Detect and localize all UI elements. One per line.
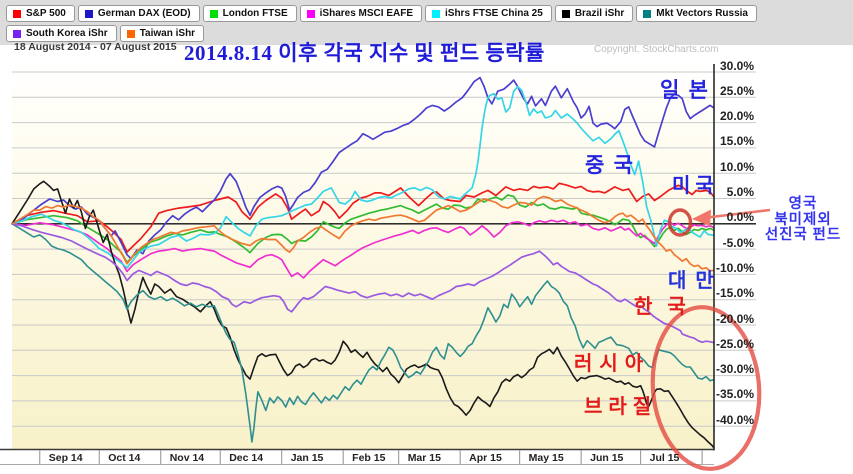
series-south-korea-ishr bbox=[11, 222, 715, 344]
chart-title: 2014.8.14 이후 각국 지수 및 펀드 등락률 bbox=[184, 41, 545, 65]
y-tick-label: 20.0% bbox=[719, 109, 754, 124]
legend-color-swatch bbox=[306, 9, 315, 18]
highlight-circle bbox=[667, 208, 693, 237]
legend-item-label: German DAX (EOD) bbox=[97, 8, 191, 19]
x-tick-label: Jul 15 bbox=[649, 452, 680, 464]
series-ishrs-ftse-china-25 bbox=[11, 85, 715, 269]
y-tick-label: 0.0% bbox=[726, 210, 754, 225]
series-taiwan-ishr bbox=[11, 195, 715, 272]
x-tick-label: May 15 bbox=[528, 452, 564, 464]
legend-row-2: South Korea iShr Taiwan iShr bbox=[6, 25, 205, 42]
x-tick-label: Nov 14 bbox=[169, 452, 205, 464]
legend-item-label: Taiwan iShr bbox=[139, 28, 196, 39]
legend-item-german-dax-eod-[interactable]: German DAX (EOD) bbox=[77, 5, 200, 22]
y-tick-label: 5.0% bbox=[726, 185, 754, 199]
legend-item-label: iShares MSCI EAFE bbox=[319, 8, 413, 19]
legend-color-swatch bbox=[432, 9, 440, 18]
legend-bar: S&P 500 German DAX (EOD) London FTSE iShare… bbox=[0, 0, 853, 45]
callout-text-line: 영국 bbox=[788, 196, 818, 212]
callout-arrow-head bbox=[692, 209, 711, 226]
y-tick-label: 10.0% bbox=[719, 159, 754, 174]
country-annotation: 미 국 bbox=[672, 175, 714, 197]
y-tick-label: -15.0% bbox=[715, 286, 754, 301]
country-annotation: 일 본 bbox=[660, 78, 710, 102]
legend-item-label: S&P 500 bbox=[26, 8, 66, 19]
callout-text-line: 선진국 펀드 bbox=[764, 227, 842, 243]
x-tick-label: Mar 15 bbox=[407, 452, 441, 464]
x-tick-label: Oct 14 bbox=[108, 452, 141, 464]
callout-arrow-shaft bbox=[706, 208, 771, 219]
legend-item-s-p-500[interactable]: S&P 500 bbox=[6, 5, 75, 22]
y-tick-label: 15.0% bbox=[719, 134, 754, 149]
legend-color-swatch bbox=[126, 29, 135, 38]
highlight-ellipse bbox=[650, 305, 762, 471]
legend-color-swatch bbox=[643, 9, 652, 18]
series-london-ftse bbox=[11, 194, 715, 264]
y-tick-label: 25.0% bbox=[719, 83, 754, 98]
legend-item-taiwan-ishr[interactable]: Taiwan iShr bbox=[119, 25, 205, 42]
callout-text-line: 북미제외 bbox=[774, 211, 832, 228]
y-tick-label: 30.0% bbox=[719, 58, 754, 73]
x-tick-label: Apr 15 bbox=[469, 452, 502, 464]
legend-item-south-korea-ishr[interactable]: South Korea iShr bbox=[6, 25, 117, 42]
series-ishares-msci-eafe bbox=[11, 219, 715, 279]
y-tick-label: -35.0% bbox=[715, 387, 754, 402]
x-tick-label: Jun 15 bbox=[590, 452, 624, 464]
y-tick-label: -10.0% bbox=[715, 260, 754, 275]
country-annotation: 러시아 bbox=[574, 353, 651, 375]
legend-row-1: S&P 500 German DAX (EOD) London FTSE iShare… bbox=[6, 5, 757, 22]
y-tick-label: -25.0% bbox=[715, 336, 754, 351]
country-annotation: 한 국 bbox=[634, 296, 691, 318]
legend-color-swatch bbox=[209, 9, 218, 18]
legend-item-brazil-ishr[interactable]: Brazil iShr bbox=[554, 5, 634, 22]
legend-item-mkt-vectors-russia[interactable]: Mkt Vectors Russia bbox=[636, 5, 757, 22]
legend-item-london-ftse[interactable]: London FTSE bbox=[202, 5, 297, 22]
legend-item-ishrs-ftse-china-25[interactable]: iShrs FTSE China 25 bbox=[425, 5, 552, 22]
x-tick-label: Dec 14 bbox=[229, 452, 264, 464]
country-annotation: 브라질 bbox=[584, 396, 658, 418]
legend-item-label: iShrs FTSE China 25 bbox=[445, 8, 543, 19]
copyright-label: Copyright, StockCharts.com bbox=[594, 44, 719, 55]
legend-color-swatch bbox=[13, 9, 21, 18]
legend-item-label: London FTSE bbox=[222, 8, 288, 19]
series-brazil-ishr bbox=[11, 180, 715, 449]
country-annotation: 대 만 bbox=[668, 270, 716, 292]
legend-color-swatch bbox=[84, 9, 93, 18]
legend-color-swatch bbox=[561, 9, 570, 18]
series-mkt-vectors-russia bbox=[11, 223, 715, 443]
x-tick-label: Jan 15 bbox=[290, 452, 324, 464]
x-tick-label: Feb 15 bbox=[352, 452, 386, 464]
x-tick-label: Sep 14 bbox=[48, 452, 83, 464]
date-range-label: 18 August 2014 - 07 August 2015 bbox=[14, 41, 177, 53]
y-tick-label: -20.0% bbox=[715, 311, 754, 326]
y-tick-label: -5.0% bbox=[722, 235, 754, 250]
y-tick-label: -40.0% bbox=[715, 412, 754, 427]
legend-item-label: South Korea iShr bbox=[26, 28, 108, 39]
legend-item-ishares-msci-eafe[interactable]: iShares MSCI EAFE bbox=[299, 5, 422, 22]
series-german-dax-eod- bbox=[11, 76, 715, 260]
legend-item-label: Brazil iShr bbox=[574, 8, 625, 19]
legend-item-label: Mkt Vectors Russia bbox=[656, 8, 748, 19]
country-annotation: 중 국 bbox=[585, 153, 635, 177]
legend-color-swatch bbox=[13, 29, 21, 38]
y-tick-label: -30.0% bbox=[715, 362, 754, 377]
